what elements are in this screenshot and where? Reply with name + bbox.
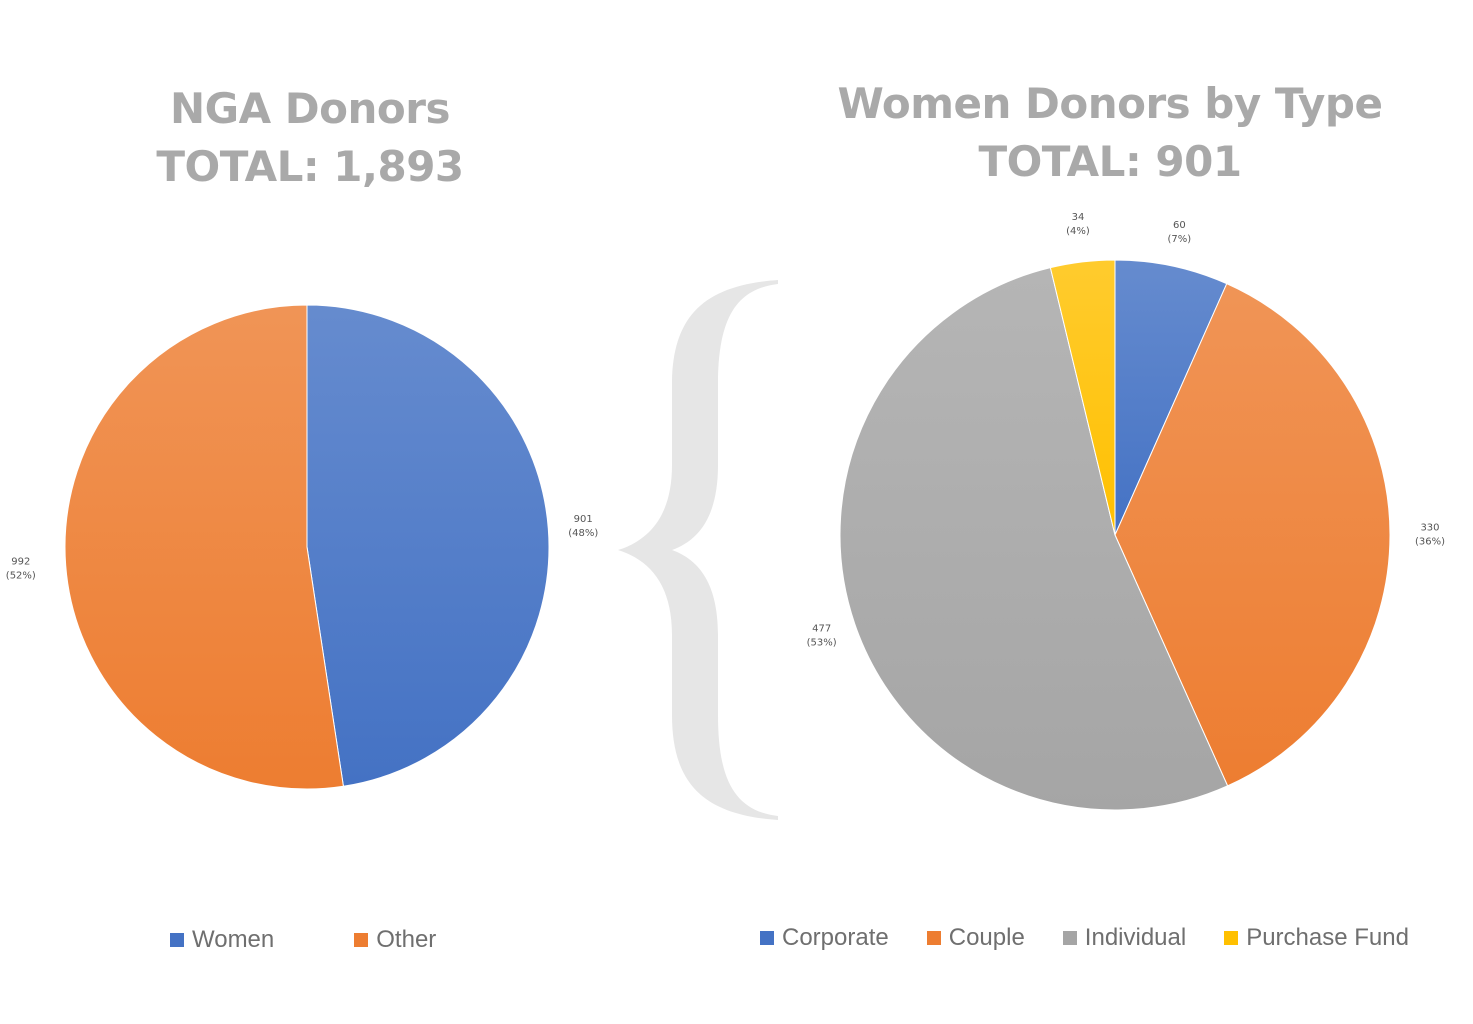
legend-swatch-corporate	[760, 931, 774, 945]
data-label-percent-purchase-fund: (4%)	[1066, 226, 1090, 237]
legend-label-women: Women	[192, 926, 275, 953]
legend-item-purchase-fund: Purchase Fund	[1224, 924, 1409, 952]
left-chart-title: NGA Donors TOTAL: 1,893	[60, 80, 560, 196]
left-chart-title-line-1: NGA Donors	[170, 84, 450, 133]
left-chart-title-line-2: TOTAL: 1,893	[156, 142, 464, 191]
legend-swatch-couple	[926, 931, 941, 945]
legend-swatch-purchase-fund	[1224, 931, 1239, 945]
pie-slice-purchase-fund	[1049, 259, 1116, 536]
data-label-percent-women: (48%)	[568, 528, 598, 539]
data-label-value-corporate: 60	[1173, 220, 1186, 231]
right-chart-title: Women Donors by Type TOTAL: 901	[810, 75, 1410, 191]
legend-swatch-other	[354, 933, 369, 947]
legend-label-couple: Couple	[948, 924, 1025, 951]
data-label-value-other: 992	[11, 557, 30, 568]
legend-label-other: Other	[376, 926, 437, 953]
right-chart-legend: Corporate Couple Individual Purchase Fun…	[760, 924, 1447, 952]
legend-swatch-individual	[1062, 931, 1077, 945]
data-label-percent-couple: (36%)	[1415, 536, 1445, 547]
data-label-value-individual: 477	[812, 623, 831, 634]
legend-item-couple: Couple	[926, 924, 1025, 952]
brace-shape	[618, 280, 778, 820]
left-chart-legend: Women Other	[170, 926, 516, 954]
data-label-value-couple: 330	[1420, 522, 1439, 533]
right-chart-title-line-2: TOTAL: 901	[978, 137, 1242, 186]
curly-brace-decoration	[618, 280, 778, 820]
legend-item-other: Other	[354, 926, 436, 954]
data-label-percent-other: (52%)	[6, 571, 36, 582]
pie-slice-other	[64, 304, 344, 790]
legend-item-corporate: Corporate	[760, 924, 889, 952]
legend-label-individual: Individual	[1084, 924, 1187, 951]
legend-item-individual: Individual	[1062, 924, 1187, 952]
data-label-value-purchase-fund: 34	[1072, 212, 1085, 223]
pie-slice-individual	[839, 267, 1229, 811]
legend-label-corporate: Corporate	[782, 924, 889, 951]
legend-label-purchase-fund: Purchase Fund	[1246, 924, 1409, 951]
legend-swatch-women	[170, 933, 184, 947]
pie-slice-women	[306, 304, 550, 787]
data-label-value-women: 901	[574, 514, 593, 525]
pie-slice-couple	[1114, 283, 1391, 787]
data-label-percent-corporate: (7%)	[1168, 234, 1192, 245]
right-chart-title-line-1: Women Donors by Type	[837, 79, 1383, 128]
data-label-percent-individual: (53%)	[807, 637, 837, 648]
legend-item-women: Women	[170, 926, 274, 954]
pie-slice-corporate	[1114, 259, 1228, 536]
